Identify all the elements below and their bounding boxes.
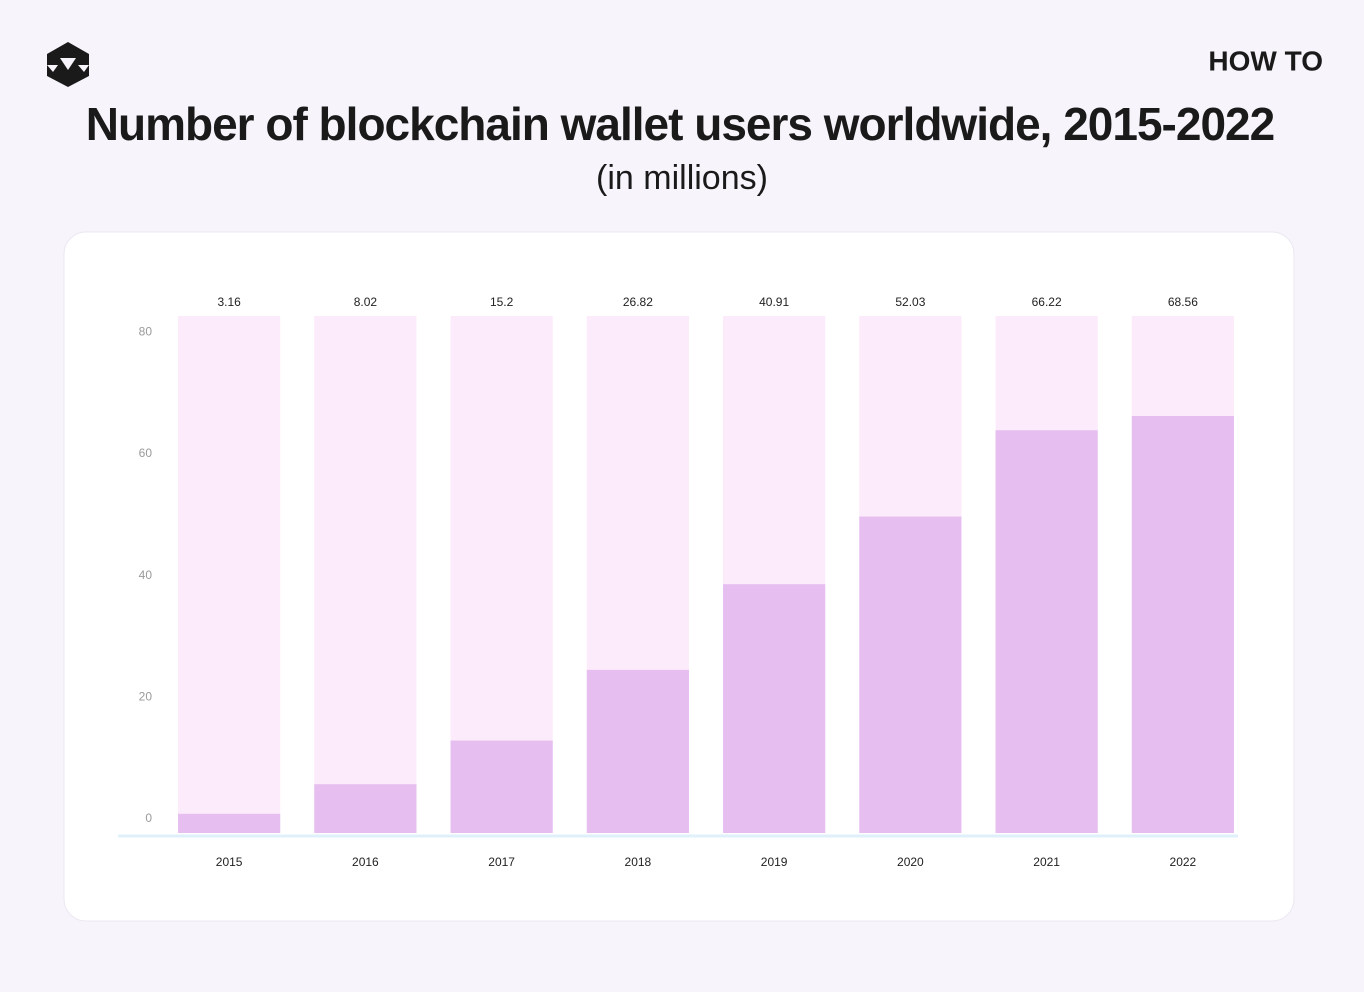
value-label: 8.02	[354, 295, 378, 309]
bar	[995, 430, 1098, 833]
bar	[859, 516, 962, 833]
x-tick-label: 2017	[488, 855, 515, 869]
y-tick-label: 0	[145, 811, 152, 825]
x-tick-label: 2021	[1033, 855, 1060, 869]
y-tick-label: 40	[139, 568, 153, 582]
x-tick-label: 2018	[625, 855, 652, 869]
x-tick-label: 2016	[352, 855, 379, 869]
chart-subtitle: (in millions)	[596, 159, 768, 197]
bar	[450, 740, 553, 833]
bar	[586, 669, 689, 833]
bar	[314, 784, 417, 833]
bar-track	[314, 316, 417, 833]
value-label: 66.22	[1032, 295, 1062, 309]
bar	[1131, 415, 1234, 833]
value-label: 40.91	[759, 295, 789, 309]
chart-title: Number of blockchain wallet users worldw…	[86, 98, 1274, 150]
y-tick-label: 20	[139, 690, 153, 704]
brand: HOW TO	[1208, 45, 1323, 76]
x-tick-label: 2020	[897, 855, 924, 869]
y-tick-label: 60	[139, 446, 153, 460]
y-tick-label: 80	[139, 325, 153, 339]
logo	[47, 42, 89, 87]
value-label: 52.03	[895, 295, 925, 309]
value-label: 68.56	[1168, 295, 1198, 309]
x-tick-label: 2019	[761, 855, 788, 869]
bar-track	[178, 316, 281, 833]
bar	[178, 813, 281, 833]
value-label: 26.82	[623, 295, 653, 309]
value-label: 15.2	[490, 295, 514, 309]
bar	[723, 584, 826, 833]
x-tick-label: 2022	[1170, 855, 1197, 869]
x-tick-label: 2015	[216, 855, 243, 869]
value-label: 3.16	[217, 295, 241, 309]
